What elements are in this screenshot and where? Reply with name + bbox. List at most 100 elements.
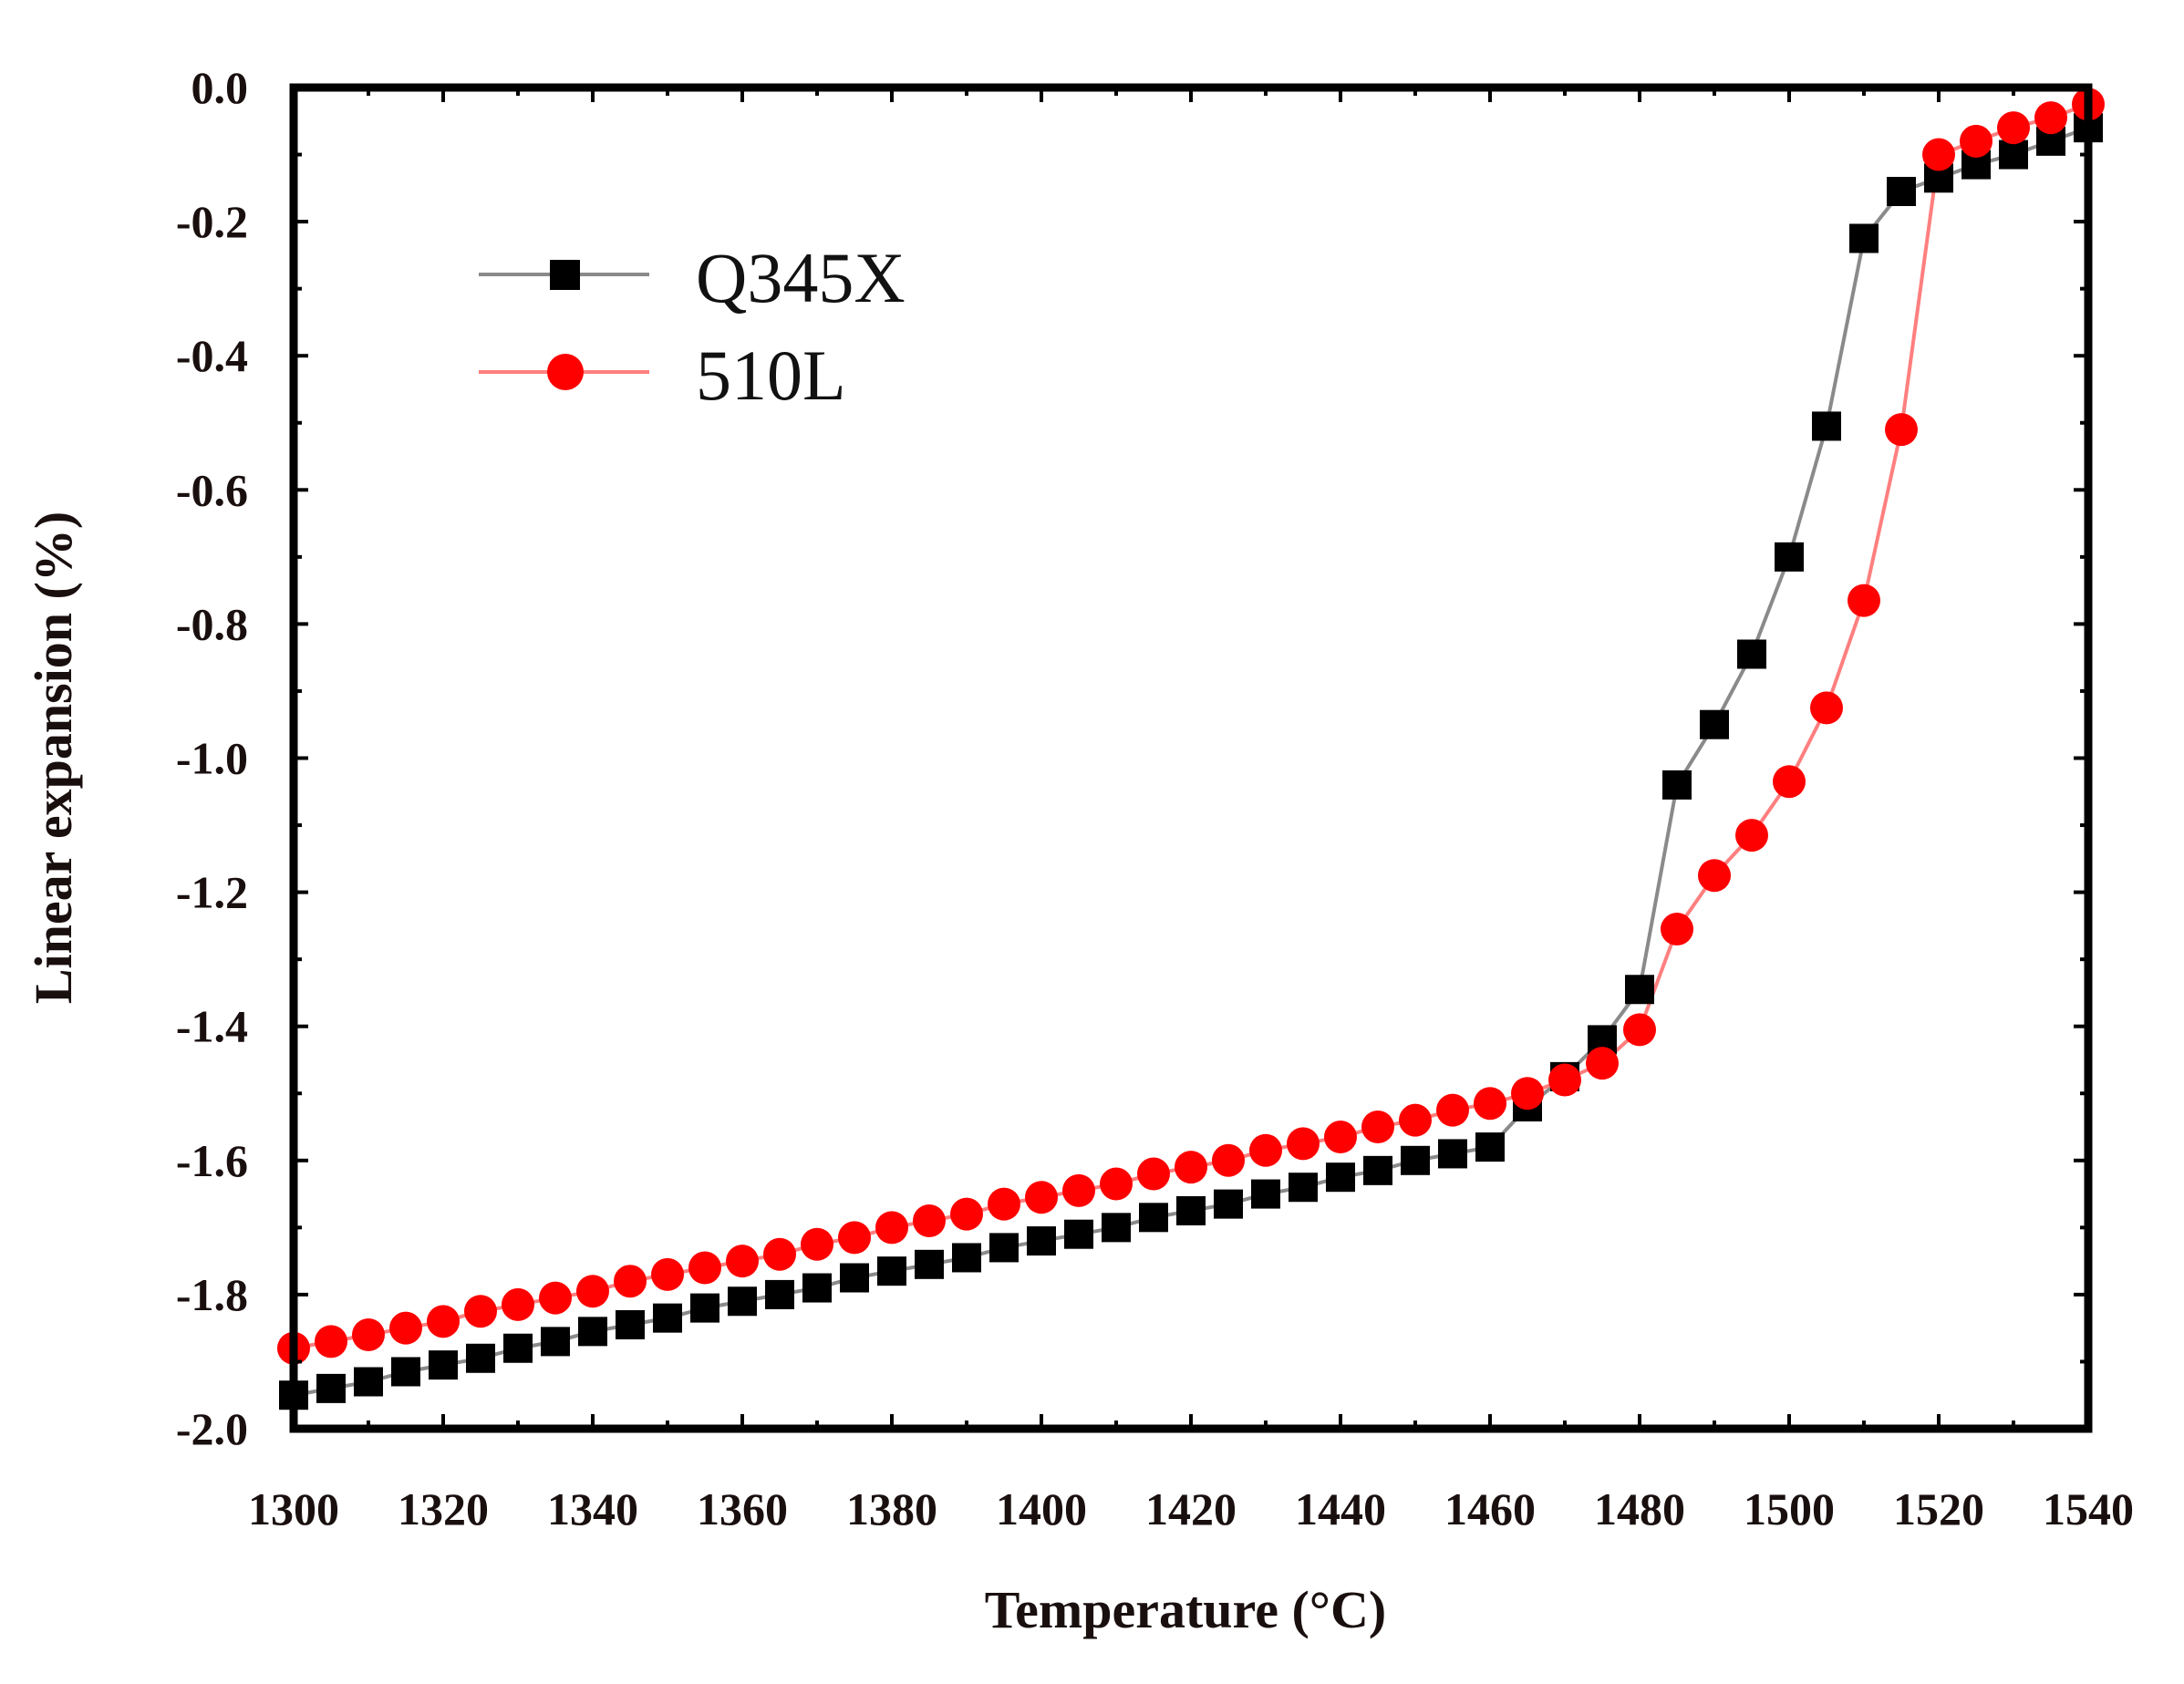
data-point-510l — [1474, 1087, 1506, 1121]
x-tick-label: 1460 — [1444, 1483, 1536, 1534]
data-point-510l — [801, 1227, 833, 1261]
y-tick-label: -1.2 — [176, 867, 248, 918]
y-tick-label: -0.2 — [176, 196, 248, 247]
data-point-510l — [1586, 1047, 1619, 1080]
x-tick-label: 1340 — [547, 1483, 638, 1534]
data-point-510l — [576, 1275, 609, 1308]
tick-labels-layer: 1300 1320 1340 1360 1380 1400 1420 1440 1460 1480… — [176, 62, 2134, 1534]
data-point-510l — [1175, 1151, 1207, 1184]
data-point-510l — [1548, 1063, 1581, 1097]
data-point-510l — [688, 1251, 721, 1285]
data-point-q345x — [1251, 1179, 1280, 1209]
y-tick-label: -2.0 — [176, 1403, 248, 1454]
data-point-q345x — [354, 1367, 383, 1397]
data-point-q345x — [429, 1350, 458, 1380]
data-point-q345x — [989, 1233, 1019, 1263]
data-point-510l — [1436, 1093, 1469, 1127]
y-tick-label: 0.0 — [191, 62, 249, 113]
x-tick-label: 1540 — [2043, 1483, 2134, 1534]
data-point-510l — [763, 1237, 796, 1271]
data-point-510l — [1511, 1077, 1544, 1111]
data-point-510l — [1324, 1121, 1357, 1154]
legend: Q345X 510L — [479, 238, 906, 415]
data-point-510l — [1100, 1167, 1133, 1201]
data-point-510l — [875, 1211, 908, 1245]
data-point-510l — [464, 1295, 497, 1328]
data-point-q345x — [877, 1256, 906, 1286]
data-point-q345x — [1064, 1219, 1093, 1249]
data-point-q345x — [1625, 975, 1654, 1005]
data-point-q345x — [1737, 639, 1766, 669]
data-point-510l — [614, 1265, 647, 1298]
data-point-510l — [389, 1311, 422, 1345]
data-point-510l — [539, 1281, 572, 1315]
data-point-510l — [1698, 859, 1731, 893]
data-point-510l — [315, 1325, 347, 1359]
data-point-q345x — [840, 1263, 869, 1293]
data-point-q345x — [1700, 709, 1729, 739]
data-point-510l — [838, 1221, 871, 1255]
data-point-q345x — [728, 1286, 757, 1317]
y-tick-label: -1.6 — [176, 1135, 248, 1186]
data-point-q345x — [1289, 1173, 1318, 1203]
data-point-q345x — [503, 1333, 533, 1363]
data-point-510l — [352, 1318, 385, 1352]
y-tick-label: -0.4 — [176, 330, 248, 381]
data-point-q345x — [1999, 139, 2028, 170]
data-point-q345x — [616, 1309, 645, 1339]
data-point-510l — [1735, 819, 1768, 852]
x-axis-title: Temperature (°C) — [985, 1580, 1386, 1639]
data-point-510l — [1773, 765, 1806, 799]
data-point-510l — [950, 1197, 983, 1231]
data-point-q345x — [391, 1357, 420, 1387]
data-point-q345x — [1102, 1213, 1131, 1243]
data-point-q345x — [1887, 177, 1916, 207]
x-tick-label: 1380 — [846, 1483, 937, 1534]
data-point-q345x — [1027, 1226, 1056, 1256]
data-point-510l — [1361, 1111, 1394, 1144]
x-tick-label: 1320 — [398, 1483, 489, 1534]
legend-label-510l: 510L — [696, 336, 846, 415]
y-tick-label: -1.8 — [176, 1269, 248, 1320]
data-point-510l — [1212, 1143, 1245, 1177]
data-point-510l — [1661, 913, 1693, 946]
data-point-510l — [1025, 1181, 1058, 1214]
x-tick-label: 1520 — [1893, 1483, 1984, 1534]
y-tick-label: -0.6 — [176, 464, 248, 515]
data-point-q345x — [653, 1303, 682, 1333]
data-point-q345x — [952, 1243, 981, 1273]
data-point-510l — [988, 1187, 1020, 1221]
data-point-q345x — [1363, 1155, 1392, 1185]
data-point-q345x — [466, 1343, 495, 1373]
x-tick-label: 1420 — [1145, 1483, 1237, 1534]
data-point-q345x — [541, 1327, 570, 1357]
data-point-510l — [1885, 413, 1918, 447]
data-point-q345x — [1662, 770, 1692, 800]
data-point-510l — [1848, 584, 1880, 617]
y-tick-label: -0.8 — [176, 598, 248, 649]
data-point-510l — [1137, 1157, 1170, 1191]
data-point-510l — [1287, 1127, 1320, 1161]
data-point-510l — [502, 1287, 534, 1321]
data-point-q345x — [690, 1293, 719, 1323]
data-point-q345x — [765, 1279, 794, 1309]
series-layer — [277, 88, 2105, 1410]
data-point-q345x — [1401, 1145, 1430, 1175]
y-axis-title: Linear expansion (%) — [24, 511, 83, 1004]
data-point-510l — [1960, 124, 1993, 158]
data-point-q345x — [1849, 223, 1879, 253]
data-point-q345x — [1176, 1195, 1206, 1225]
data-point-q345x — [802, 1273, 832, 1303]
x-tick-label: 1440 — [1295, 1483, 1386, 1534]
data-point-510l — [2034, 101, 2067, 135]
x-tick-label: 1480 — [1594, 1483, 1685, 1534]
data-point-510l — [726, 1245, 759, 1278]
x-tick-label: 1400 — [996, 1483, 1087, 1534]
x-tick-label: 1500 — [1744, 1483, 1835, 1534]
legend-marker-q345x — [550, 260, 580, 290]
data-point-510l — [651, 1257, 684, 1291]
data-point-510l — [1062, 1173, 1095, 1207]
data-point-510l — [1249, 1133, 1282, 1167]
data-point-q345x — [1326, 1162, 1355, 1193]
